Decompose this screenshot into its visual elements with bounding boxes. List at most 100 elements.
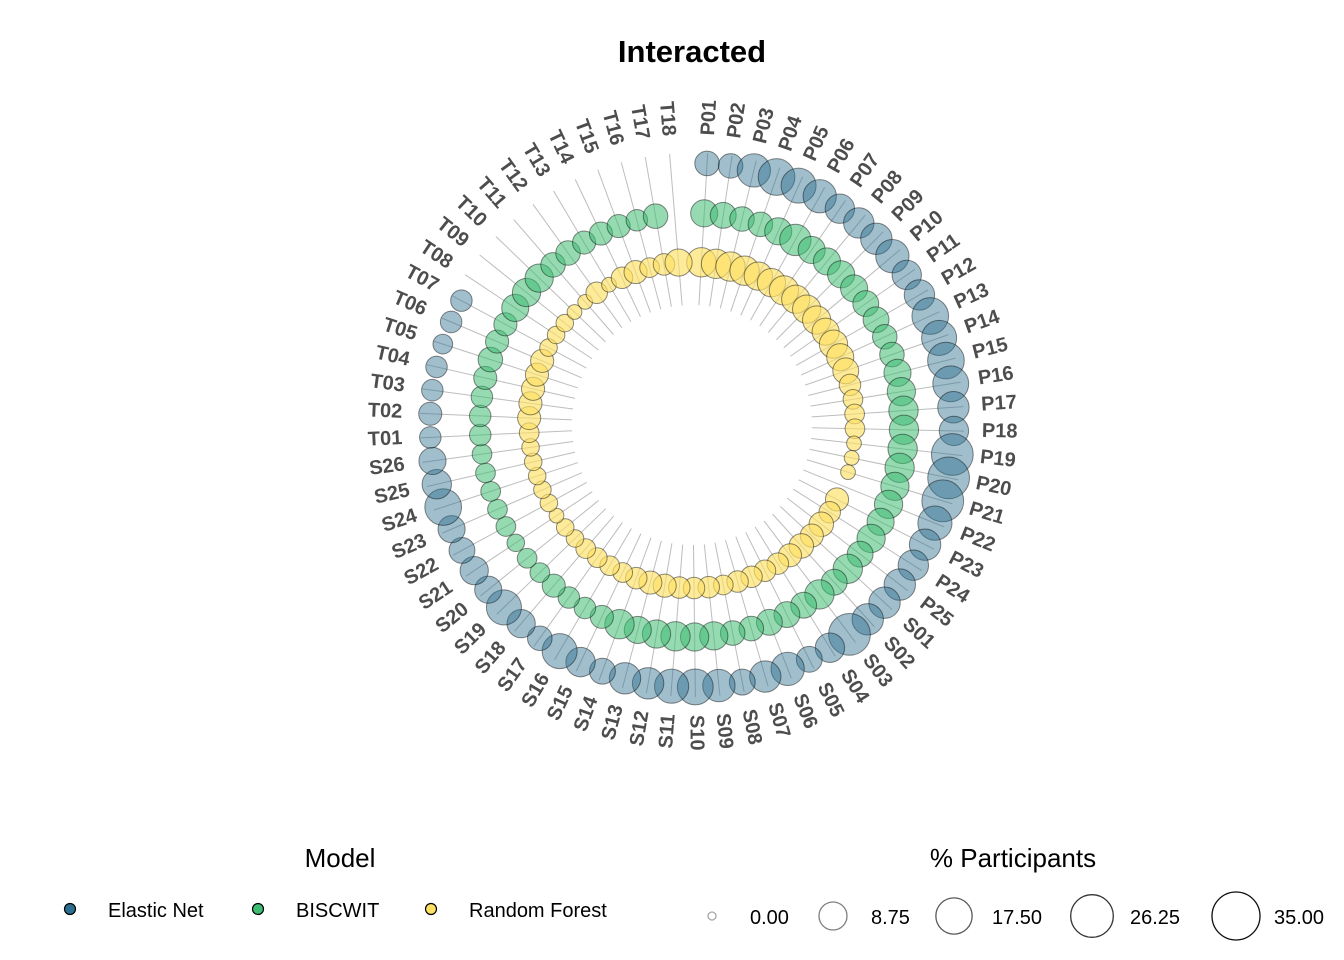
spoke-P02 — [709, 155, 733, 307]
size-label: 0.00 — [750, 907, 789, 929]
category-label: P03 — [749, 106, 779, 146]
bubble-S12 — [631, 667, 665, 700]
spoke-T13 — [553, 190, 632, 322]
spoke-S10 — [692, 544, 696, 697]
category-label: P02 — [723, 101, 750, 139]
bubble-S02 — [851, 603, 884, 636]
bubble-P04 — [757, 158, 796, 196]
bubble-T02 — [468, 404, 492, 428]
category-label: T16 — [598, 109, 628, 148]
spoke-S13 — [621, 540, 662, 689]
category-label: S08 — [738, 707, 766, 746]
bubble-P05 — [780, 167, 817, 204]
bubble-S08 — [728, 668, 756, 696]
bubble-S23 — [487, 498, 508, 520]
bubble-T05 — [432, 333, 454, 355]
category-label: T03 — [369, 370, 406, 396]
bubble-P10 — [875, 239, 910, 274]
bubble-P09 — [860, 222, 893, 256]
spoke-P18 — [811, 427, 964, 432]
bubble-P03 — [736, 153, 771, 188]
legend-key — [251, 902, 265, 916]
size-legend-item: 17.50 — [935, 897, 1042, 935]
spoke-T08 — [464, 274, 593, 360]
bubble-S07 — [749, 660, 782, 693]
bubble-S21 — [548, 507, 565, 524]
bubble-S16 — [573, 596, 597, 620]
spoke-T10 — [495, 236, 606, 343]
bubble-T10 — [566, 304, 583, 320]
category-label: P21 — [967, 498, 1007, 529]
category-label: S07 — [763, 700, 794, 740]
bubble-S26 — [471, 443, 493, 465]
series-elastic-net — [418, 150, 974, 706]
bubble-S20 — [516, 547, 538, 569]
spoke-P17 — [811, 406, 964, 418]
category-label: T02 — [367, 399, 402, 422]
category-label: P17 — [981, 391, 1018, 415]
bubble-P25 — [883, 568, 916, 601]
bubble-P17 — [937, 391, 970, 424]
category-label: S10 — [685, 715, 707, 751]
spoke-P12 — [795, 289, 929, 366]
bubble-P06 — [802, 179, 837, 214]
size-label: 8.75 — [871, 907, 910, 929]
spoke-S26 — [422, 440, 574, 463]
size-key — [707, 911, 717, 921]
bubble-S06 — [770, 651, 805, 687]
bubble-S20 — [555, 518, 575, 537]
spoke-P13 — [800, 311, 940, 376]
spoke-S07 — [725, 540, 769, 687]
bubble-S19 — [529, 562, 551, 583]
spoke-S03 — [763, 520, 856, 643]
bubble-P19 — [846, 435, 862, 452]
spoke-T11 — [513, 219, 614, 335]
legend-item-elastic-net: Elastic Net — [63, 900, 204, 922]
spoke-P09 — [776, 231, 884, 341]
bubble-P08 — [843, 207, 875, 239]
bubble-P02 — [717, 153, 744, 179]
bubble-P14 — [921, 319, 958, 356]
spoke-S06 — [735, 536, 792, 679]
spoke-T17 — [644, 156, 672, 307]
size-legend-item: 35.00 — [1211, 891, 1324, 941]
bubble-S18 — [541, 573, 566, 598]
model-legend: Model Elastic Net BISCWIT Random Forest — [63, 843, 607, 922]
spoke-S08 — [714, 542, 745, 693]
spoke-S22 — [452, 482, 587, 556]
category-label: S25 — [372, 479, 412, 508]
bubble-S09 — [702, 668, 736, 703]
spoke-S19 — [496, 508, 607, 615]
spoke-P04 — [730, 167, 781, 312]
size-key — [935, 897, 973, 935]
size-key — [1070, 894, 1114, 938]
legend-item-biscwit: BISCWIT — [251, 900, 379, 922]
spoke-P21 — [806, 459, 953, 505]
category-label: S26 — [368, 453, 406, 480]
bubble-S04 — [814, 632, 846, 663]
bubble-T01 — [419, 426, 442, 449]
bubble-S26 — [418, 446, 447, 476]
bubble-T09 — [555, 313, 575, 333]
category-label: P18 — [982, 420, 1018, 443]
bubble-S22 — [448, 536, 476, 564]
bubble-P11 — [891, 259, 922, 291]
spoke-P25 — [786, 497, 909, 592]
category-label: S12 — [626, 709, 654, 748]
spoke-S21 — [465, 491, 593, 577]
model-legend-title: Model — [305, 843, 376, 873]
bubble-T06 — [439, 310, 463, 334]
bubble-P21 — [840, 464, 856, 481]
radial-gridlines — [420, 153, 964, 697]
bubble-T17 — [642, 203, 669, 229]
spoke-T18 — [669, 153, 683, 306]
spoke-S12 — [645, 543, 673, 694]
spoke-P14 — [805, 334, 949, 386]
spoke-S11 — [670, 544, 684, 697]
bubble-T02 — [418, 401, 443, 426]
size-key — [818, 901, 848, 931]
bubble-S21 — [506, 533, 526, 553]
spoke-S09 — [703, 544, 721, 696]
spoke-P08 — [767, 214, 866, 333]
bubble-S13 — [608, 662, 642, 695]
